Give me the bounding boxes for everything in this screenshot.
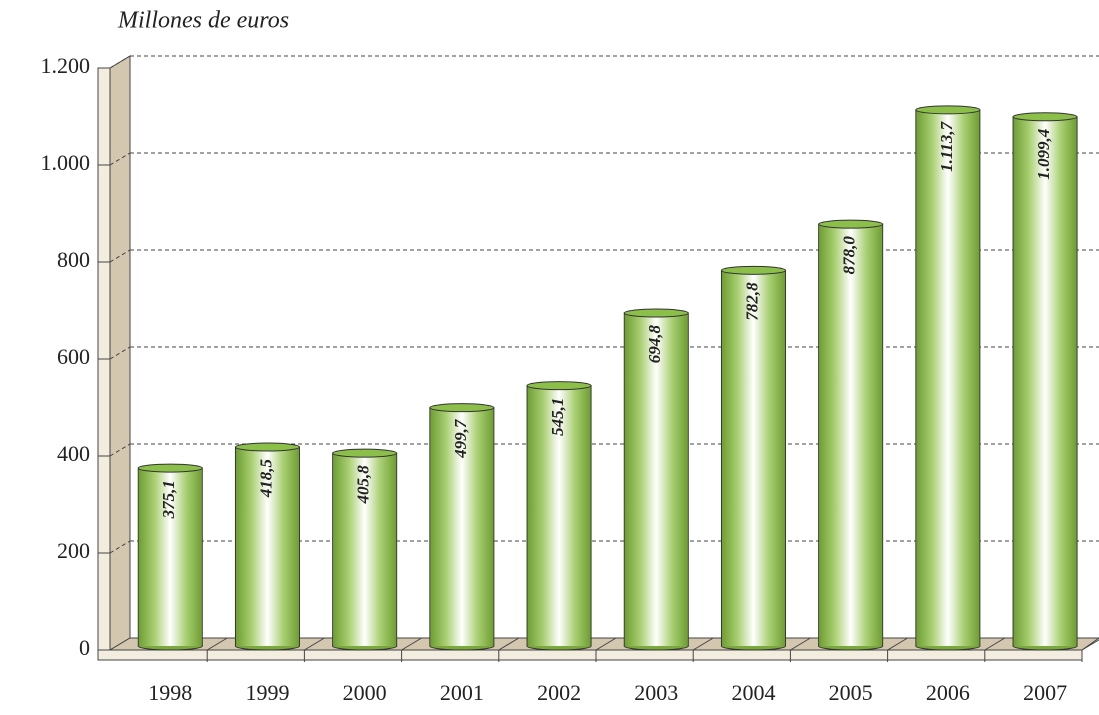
grid-line [109,540,131,554]
floor-divider [984,637,1006,651]
bar [720,265,786,651]
bar [526,381,592,651]
y-tick-label: 1.000 [41,150,91,175]
y-tick-label: 600 [57,344,90,369]
floor-divider [304,637,325,651]
bar-cover [430,407,494,646]
bar-top [720,265,786,275]
x-tick-label: 2006 [926,680,970,705]
x-tick-label: 1999 [245,680,289,705]
bar-cover [527,385,591,646]
grid-line [109,346,131,360]
bar [429,403,495,651]
bar-top [234,442,300,452]
x-tick-label: 2007 [1023,680,1067,705]
floor-divider [206,637,228,651]
floor-divider [887,637,908,651]
back-wall [109,55,131,651]
x-tick-label: 1998 [148,680,192,705]
bar-top [332,448,398,458]
bar-cover [333,453,397,646]
bar-top [915,105,981,115]
value-label: 499,7 [451,418,470,459]
floor-divider [595,637,617,651]
floor-divider [498,637,520,651]
bar [1012,112,1078,651]
y-tick-label: 800 [57,247,90,272]
bar-top [818,219,884,229]
value-label: 418,5 [256,459,275,499]
grid-line [109,152,131,166]
bar-cover [721,270,785,646]
bar [915,105,981,651]
bar-cover [235,447,299,646]
x-tick-label: 2004 [731,680,775,705]
bar-cover [138,468,202,646]
floor-divider [692,637,714,651]
bar-cover [1013,116,1077,646]
bar-top [623,308,689,318]
axis-title: Millones de euros [117,8,289,34]
bar-top [137,463,203,473]
value-label: 405,8 [354,465,373,505]
x-tick-label: 2005 [829,680,873,705]
bar-top [1012,112,1078,122]
x-tick-label: 2000 [343,680,387,705]
y-tick-label: 200 [57,538,90,563]
wall-edge [97,67,111,661]
bar-top [429,403,495,413]
value-label: 1.113,7 [937,120,956,172]
bar [234,442,300,651]
value-label: 375,1 [159,480,178,519]
x-tick-label: 2003 [634,680,678,705]
x-tick-label: 2002 [537,680,581,705]
bar [332,448,398,651]
bar-cover [916,109,980,647]
bar [818,219,884,651]
floor-edge [97,649,1083,661]
bar-top [526,381,592,391]
bar [623,308,689,651]
floor-divider [790,637,811,651]
value-label: 1.099,4 [1034,129,1053,180]
grid-line [109,249,131,263]
y-tick-label: 1.200 [41,53,91,78]
value-label: 694,8 [645,325,664,364]
bar-cover [624,313,688,646]
value-label: 878,0 [840,236,859,275]
y-tick-label: 0 [79,635,90,660]
value-label: 782,8 [742,282,761,321]
grid-line [109,55,131,69]
value-label: 545,1 [548,398,567,436]
bar-cover [819,224,883,647]
bar [137,463,203,651]
grid-line [109,443,131,457]
y-tick-label: 400 [57,441,90,466]
x-tick-label: 2001 [440,680,484,705]
floor-divider [401,637,422,651]
